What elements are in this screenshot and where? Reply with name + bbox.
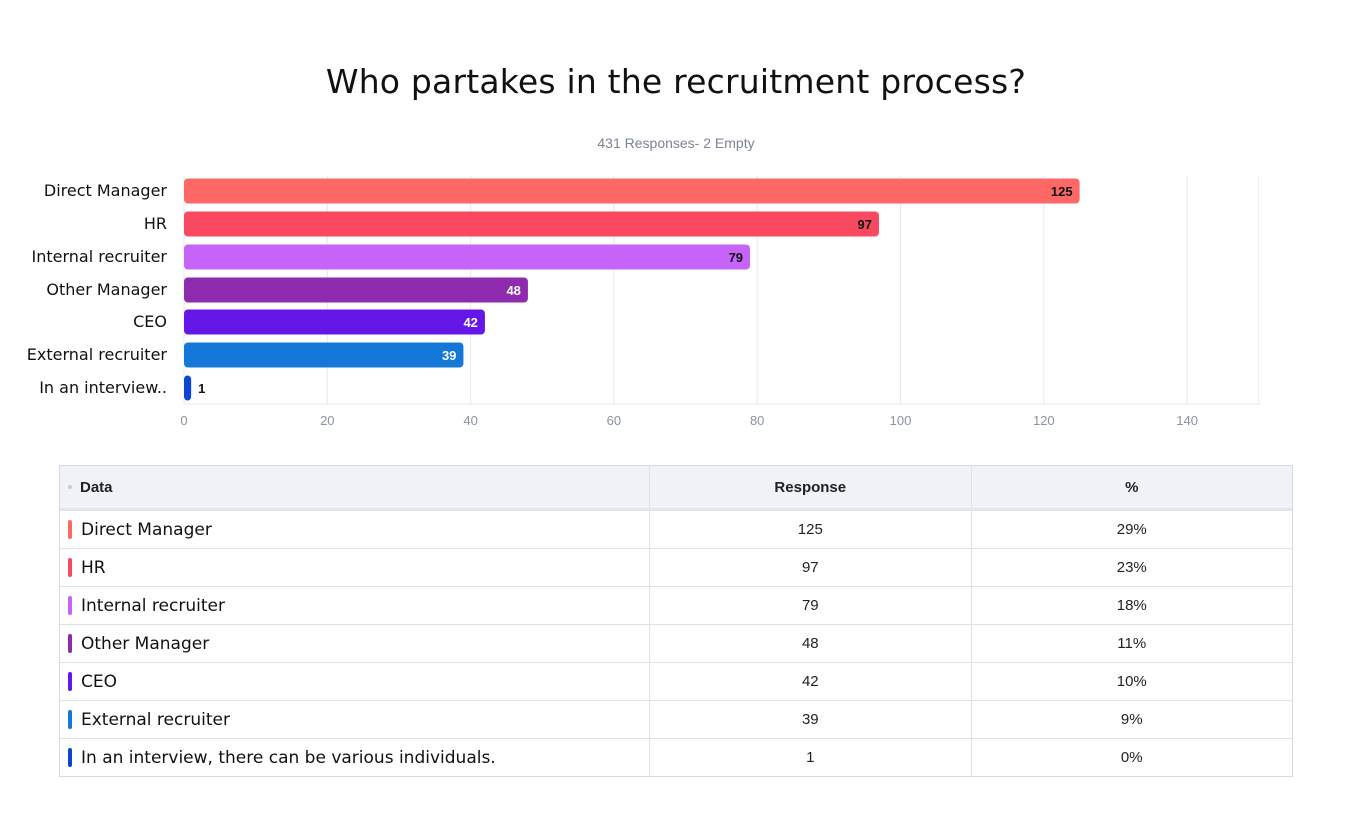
row-label: Direct Manager (81, 519, 212, 540)
table-row: Other Manager 48 11% (60, 624, 1292, 662)
table-header: Data Response % (60, 466, 1292, 510)
color-swatch (68, 672, 72, 691)
table-row: HR 97 23% (60, 548, 1292, 586)
bar (184, 375, 192, 401)
row-percent: 23% (1116, 559, 1147, 576)
category-label: Internal recruiter (32, 247, 168, 266)
category-label: Direct Manager (44, 181, 168, 200)
row-data-cell: Other Manager (60, 625, 651, 662)
data-label: 79 (729, 250, 743, 265)
bar (184, 277, 528, 303)
row-label: Internal recruiter (81, 595, 225, 616)
category-label: In an interview.. (39, 378, 167, 397)
bar (184, 244, 751, 270)
x-tick-label: 100 (890, 413, 912, 428)
bar (184, 342, 464, 368)
table-row: In an interview, there can be various in… (60, 738, 1292, 776)
bar (184, 309, 485, 335)
data-label: 48 (506, 283, 520, 298)
row-data-cell: CEO (60, 663, 651, 700)
x-tick-label: 120 (1033, 413, 1055, 428)
row-label: CEO (81, 671, 117, 692)
x-tick-label: 20 (320, 413, 334, 428)
data-label: 42 (463, 315, 477, 330)
category-label: External recruiter (27, 345, 168, 364)
x-tick-label: 40 (463, 413, 477, 428)
table-row: Direct Manager 125 29% (60, 510, 1292, 548)
row-percent: 0% (1120, 749, 1143, 766)
row-label: In an interview, there can be various in… (81, 747, 496, 768)
row-label: HR (81, 557, 106, 578)
row-percent: 29% (1116, 521, 1147, 538)
x-tick-label: 60 (607, 413, 621, 428)
row-response: 48 (650, 625, 972, 662)
row-data-cell: External recruiter (60, 701, 651, 738)
chart-subtitle: 431 Responses- 2 Empty (597, 135, 755, 151)
x-tick-label: 0 (180, 413, 187, 428)
row-response: 97 (650, 549, 972, 586)
table-row: CEO 42 10% (60, 662, 1292, 700)
row-response: 39 (650, 701, 972, 738)
bar-chart: 0 20 40 60 80 100 120 140 Direct Manager 125 HR 97 I… (27, 176, 1260, 428)
header-percent: % (1125, 478, 1139, 496)
header-response: Response (650, 466, 972, 508)
table-row: Internal recruiter 79 18% (60, 586, 1292, 624)
color-swatch (68, 710, 72, 729)
row-percent: 10% (1116, 673, 1147, 690)
category-label: CEO (133, 312, 167, 331)
drag-handle-icon (68, 485, 72, 489)
category-label: HR (144, 214, 167, 233)
chart-title: Who partakes in the recruitment process? (325, 62, 1027, 101)
color-swatch (68, 596, 72, 615)
row-percent: 11% (1117, 635, 1147, 652)
row-percent: 9% (1120, 711, 1143, 728)
data-label: 97 (858, 217, 872, 232)
row-data-cell: Internal recruiter (60, 587, 651, 624)
color-swatch (68, 634, 72, 653)
row-percent: 18% (1116, 597, 1147, 614)
row-label: Other Manager (81, 633, 210, 654)
bar (184, 211, 880, 237)
header-data: Data (60, 466, 651, 508)
row-response: 125 (650, 511, 972, 548)
row-response: 42 (650, 663, 972, 700)
table-body: Direct Manager 125 29% HR 97 23% Internal recr… (60, 510, 1292, 776)
row-response: 1 (650, 739, 972, 776)
color-swatch (68, 748, 72, 767)
header-data-label: Data (80, 478, 113, 496)
bar (184, 178, 1080, 204)
x-tick-label: 140 (1176, 413, 1198, 428)
data-label: 125 (1051, 184, 1073, 199)
row-data-cell: In an interview, there can be various in… (60, 739, 651, 776)
table-row: External recruiter 39 9% (60, 700, 1292, 738)
row-data-cell: HR (60, 549, 651, 586)
color-swatch (68, 520, 72, 539)
category-label: Other Manager (46, 280, 167, 299)
data-table: Data Response % Direct Manager 125 29% HR 97… (59, 465, 1293, 777)
row-label: External recruiter (81, 709, 230, 730)
row-data-cell: Direct Manager (60, 511, 651, 548)
x-tick-label: 80 (750, 413, 764, 428)
data-label: 39 (442, 348, 456, 363)
color-swatch (68, 558, 72, 577)
row-response: 79 (650, 587, 972, 624)
data-label: 1 (198, 381, 205, 396)
